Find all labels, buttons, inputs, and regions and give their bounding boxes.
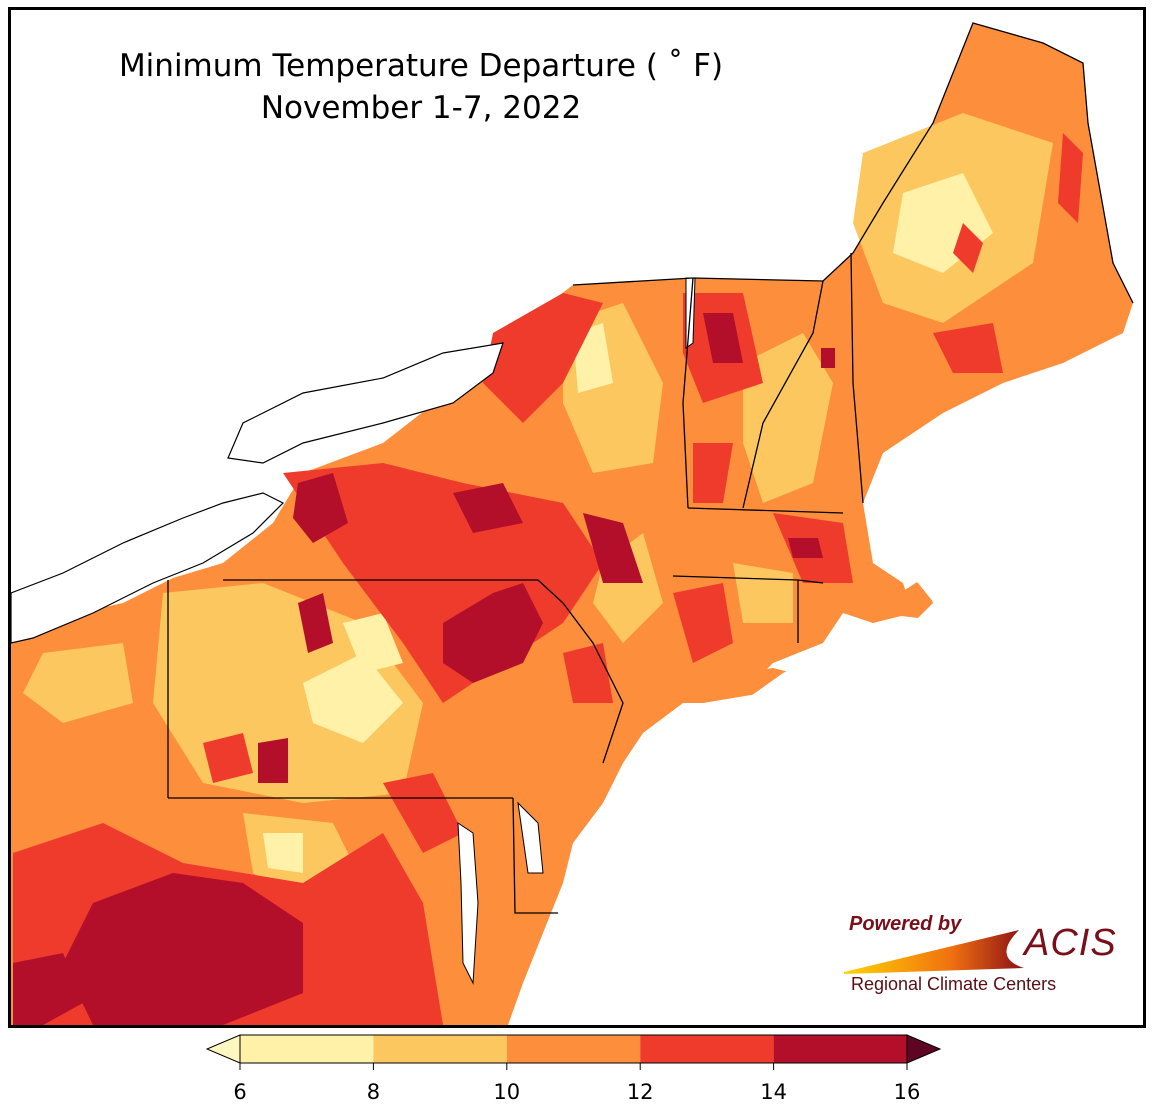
powered-by-text: Powered by (849, 913, 962, 935)
zone-12-14 (1058, 133, 1083, 223)
ma-north-border (687, 507, 844, 514)
md-de-border (512, 797, 558, 914)
map-date-range: November 1-7, 2022 (260, 90, 582, 126)
map-frame: Minimum Temperature Departure ( ˚ F) Nov… (8, 7, 1146, 1028)
vt-nh-border (742, 280, 824, 509)
zone-14-16 (293, 473, 348, 543)
zone-12-14 (383, 773, 463, 853)
legend-swatch (240, 1035, 374, 1063)
zone-12-14 (693, 443, 733, 503)
lake-ontario (227, 342, 504, 464)
zone-6-8 (303, 653, 403, 743)
legend-tick-label: 12 (626, 1080, 654, 1104)
acis-name: ACIS (1024, 922, 1117, 964)
legend-swatch (506, 1035, 641, 1063)
zone-12-14 (483, 293, 603, 423)
zone-14-16 (223, 913, 283, 963)
color-legend (205, 1034, 942, 1070)
coast-outline (572, 22, 1134, 304)
legend-outline (239, 1034, 908, 1064)
legend-swatch (640, 1035, 774, 1063)
water-layer (11, 277, 1143, 1025)
state-boundaries (167, 22, 1134, 914)
legend-over-arrow (906, 1034, 942, 1064)
cape-cod (883, 578, 933, 618)
legend-bar (205, 1034, 942, 1070)
zone-12-14 (933, 323, 1003, 373)
atlantic-ocean (515, 333, 1143, 1025)
legend-tick-label: 8 (366, 1080, 381, 1104)
zone-14-16 (821, 348, 835, 368)
zone-14-16 (703, 313, 743, 363)
nj-border (562, 602, 624, 764)
zone-8-10 (733, 563, 793, 623)
zone-8-10 (743, 333, 833, 503)
legend-tick-label: 6 (233, 1080, 247, 1104)
zone-12-14 (203, 733, 253, 783)
departure-zones (13, 113, 1083, 1025)
legend-tick-label: 10 (493, 1080, 521, 1104)
zone-12-14 (673, 583, 733, 663)
acis-logo: Powered by ACIS Regional Climate Centers (839, 910, 1129, 1005)
regional-climate-centers-text: Regional Climate Centers (851, 974, 1057, 994)
zone-14-16 (13, 953, 83, 1025)
chesapeake-bay (457, 822, 479, 985)
zone-8-10 (23, 643, 133, 723)
zone-14-16 (453, 483, 523, 533)
legend-tick-label: 14 (760, 1080, 787, 1104)
lake-erie (11, 492, 285, 644)
legend-swatch (373, 1035, 507, 1063)
zone-14-16 (258, 738, 288, 783)
ny-pa-border (223, 579, 564, 604)
legend-tick-label: 16 (893, 1080, 921, 1104)
zone-6-8 (343, 613, 403, 673)
ny-vt-border (682, 277, 694, 509)
zone-14-16 (788, 538, 823, 558)
temperature-departure-map (11, 22, 1143, 1025)
zone-14-16 (298, 593, 333, 653)
zone-12-14 (953, 223, 983, 273)
zone-14-16 (63, 873, 303, 1025)
acis-swoosh-icon (844, 930, 1024, 974)
nh-me-border (850, 252, 864, 504)
zone-14-16 (583, 513, 643, 583)
legend-swatch (773, 1035, 907, 1063)
delaware-bay (517, 801, 544, 874)
zone-6-8 (263, 833, 303, 873)
zone-14-16 (443, 583, 543, 683)
map-title: Minimum Temperature Departure ( ˚ F) (118, 48, 724, 84)
legend-under-arrow (205, 1034, 241, 1064)
